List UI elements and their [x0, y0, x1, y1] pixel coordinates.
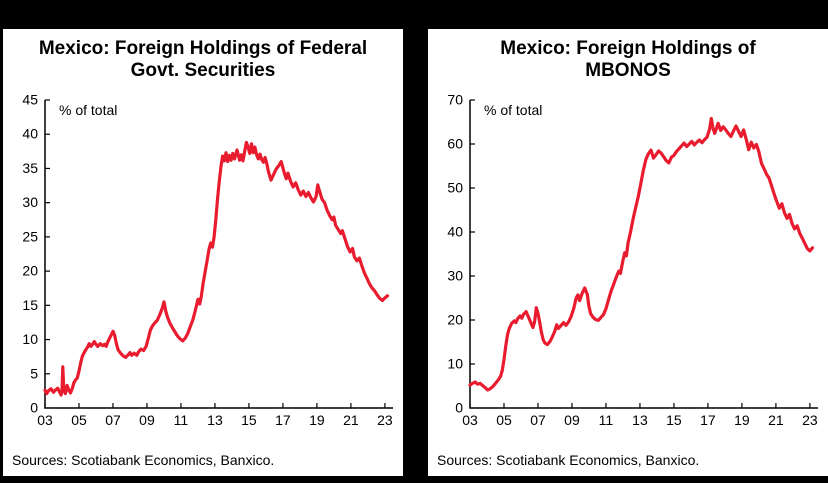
y-tick-label: 45	[22, 92, 38, 108]
x-tick-label: 07	[530, 412, 546, 428]
source-note: Sources: Scotiabank Economics, Banxico.	[12, 452, 275, 468]
x-tick-label: 11	[174, 412, 189, 428]
chart-title-line-1: Mexico: Foreign Holdings of Federal	[38, 38, 368, 59]
y-tick-label: 10	[447, 356, 463, 372]
y-tick-label: 20	[447, 312, 463, 328]
axes	[469, 100, 818, 409]
y-tick-label: 0	[455, 400, 463, 416]
y-tick-label: 30	[22, 194, 38, 210]
y-tick-label: 70	[447, 92, 463, 108]
chart-panel-federal-securities: Mexico: Foreign Holdings of Federal Govt…	[3, 29, 403, 476]
chart-title-line-2: MBONOS	[585, 60, 671, 82]
x-tick-label: 07	[105, 412, 121, 428]
x-tick-label: 03	[462, 412, 478, 428]
bottom-border-bar	[0, 476, 828, 483]
x-tick-label: 13	[207, 412, 223, 428]
line-chart-mbonos: % of total 0 10 20 30 40 50 60 70 03 05 07 09 11 13 15…	[447, 92, 818, 428]
y-tick-label: 15	[22, 297, 38, 313]
x-tick-label: 23	[802, 412, 818, 428]
axes	[44, 100, 393, 409]
left-border-bar	[0, 29, 3, 483]
x-tick-label: 11	[599, 412, 614, 428]
y-tick-label: 40	[447, 224, 463, 240]
y-tick-label: 60	[447, 136, 463, 152]
y-tick-label: 0	[30, 400, 38, 416]
x-tick-label: 13	[632, 412, 648, 428]
x-tick-label: 17	[275, 412, 291, 428]
unit-label: % of total	[59, 102, 117, 118]
y-tick-label: 10	[22, 331, 38, 347]
x-tick-label: 05	[496, 412, 512, 428]
x-tick-label: 19	[734, 412, 750, 428]
x-tick-label: 09	[564, 412, 580, 428]
data-line	[468, 116, 815, 392]
y-tick-label: 25	[22, 228, 38, 244]
chart-title: Mexico: Foreign Holdings of MBONOS	[428, 38, 828, 83]
data-line	[43, 140, 390, 397]
x-tick-label: 23	[377, 412, 393, 428]
x-tick-label: 19	[309, 412, 325, 428]
x-tick-label: 21	[768, 412, 784, 428]
top-border-bar	[0, 0, 828, 29]
x-tick-label: 15	[241, 412, 257, 428]
x-tick-label: 15	[666, 412, 682, 428]
x-tick-label: 17	[700, 412, 716, 428]
y-tick-label: 30	[447, 268, 463, 284]
middle-divider-bar	[403, 29, 428, 483]
y-tick-label: 20	[22, 263, 38, 279]
x-tick-label: 05	[71, 412, 87, 428]
y-tick-label: 50	[447, 180, 463, 196]
y-tick-label: 40	[22, 126, 38, 142]
x-tick-label: 03	[37, 412, 53, 428]
y-tick-label: 35	[22, 160, 38, 176]
chart-panel-mbonos: Mexico: Foreign Holdings of MBONOS % of …	[428, 29, 828, 476]
chart-title-line-1: Mexico: Foreign Holdings of	[500, 38, 756, 59]
source-note: Sources: Scotiabank Economics, Banxico.	[437, 452, 700, 468]
x-tick-label: 21	[343, 412, 359, 428]
x-tick-label: 09	[139, 412, 155, 428]
chart-title-line-2: Govt. Securities	[130, 60, 276, 82]
y-tick-label: 5	[30, 365, 38, 381]
unit-label: % of total	[484, 102, 542, 118]
chart-title: Mexico: Foreign Holdings of Federal Govt…	[3, 38, 403, 83]
